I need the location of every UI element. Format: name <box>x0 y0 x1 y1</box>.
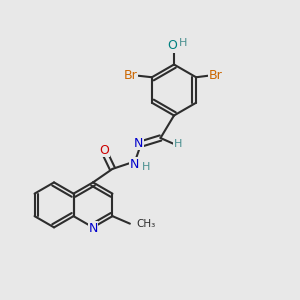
Text: N: N <box>129 158 139 171</box>
Text: Br: Br <box>209 69 223 82</box>
Text: N: N <box>134 136 143 150</box>
Text: N: N <box>88 222 98 235</box>
Text: H: H <box>179 38 187 48</box>
Text: Br: Br <box>124 69 138 82</box>
Text: O: O <box>99 144 109 157</box>
Text: H: H <box>173 139 182 149</box>
Text: CH₃: CH₃ <box>136 219 155 229</box>
Text: H: H <box>142 162 151 172</box>
Text: O: O <box>168 39 177 52</box>
